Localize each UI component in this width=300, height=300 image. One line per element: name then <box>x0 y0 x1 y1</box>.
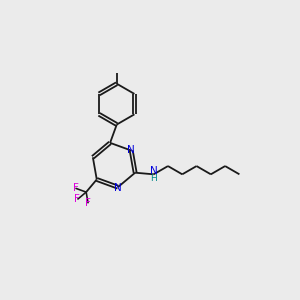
Text: N: N <box>114 183 122 193</box>
Text: F: F <box>74 194 80 204</box>
Text: H: H <box>151 174 157 183</box>
Text: N: N <box>128 145 135 155</box>
Text: F: F <box>85 198 91 208</box>
Text: N: N <box>150 166 158 176</box>
Text: F: F <box>73 183 78 193</box>
